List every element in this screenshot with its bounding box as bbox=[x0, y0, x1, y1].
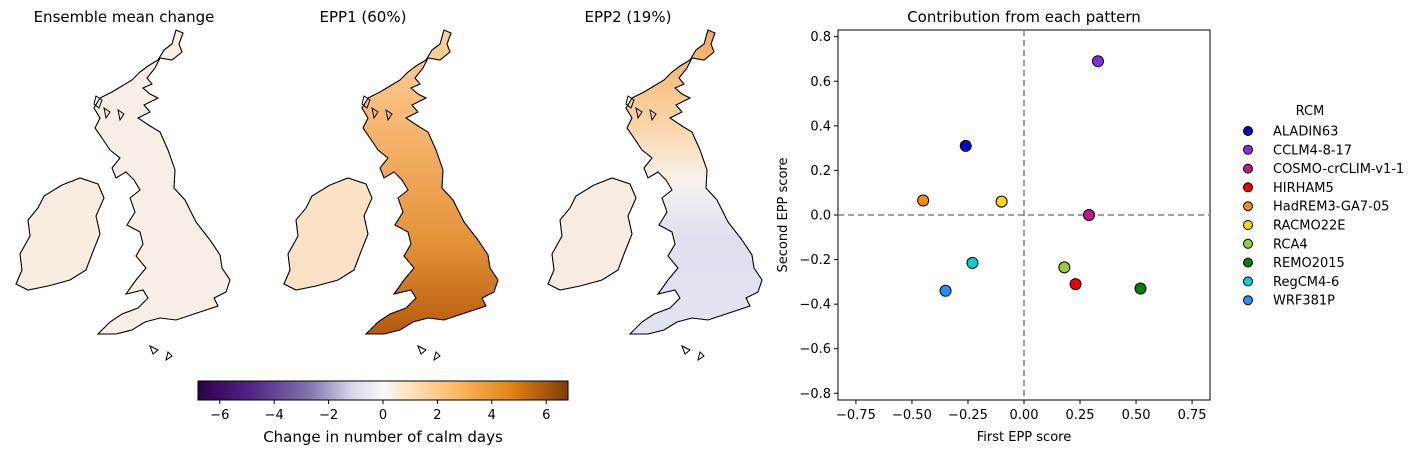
colorbar-ticks: −6 −4 −2 0 2 4 6 bbox=[210, 400, 550, 423]
colorbar-tick-label: 0 bbox=[379, 408, 387, 423]
reference-lines bbox=[838, 30, 1210, 400]
map-ensemble-mean bbox=[15, 29, 231, 362]
colorbar-tick-label: 6 bbox=[542, 408, 550, 423]
point-cosmo-crclim-v1-1 bbox=[1082, 209, 1095, 221]
colorbar-tick-label: 4 bbox=[488, 408, 496, 423]
points bbox=[917, 55, 1147, 297]
map1-title: Ensemble mean change bbox=[33, 8, 215, 26]
colorbar-tick-label: −6 bbox=[210, 408, 229, 423]
colorbar-tick-label: −4 bbox=[265, 408, 284, 423]
y-tick-label: 0.8 bbox=[810, 30, 831, 45]
point-regcm4-6 bbox=[966, 256, 979, 269]
x-tick-label: 0.75 bbox=[1178, 408, 1207, 423]
map2-title: EPP1 (60%) bbox=[319, 8, 407, 26]
legend-marker bbox=[1243, 201, 1253, 212]
legend-entry-label: COSMO-crCLIM-v1-1 bbox=[1273, 162, 1404, 177]
legend-entry-label: ALADIN63 bbox=[1273, 125, 1338, 140]
y-tick-label: −0.4 bbox=[799, 298, 831, 313]
colorbar-label: Change in number of calm days bbox=[263, 428, 503, 446]
legend-marker bbox=[1243, 295, 1253, 306]
point-remo2015 bbox=[1134, 282, 1147, 295]
x-tick-label: −0.50 bbox=[892, 408, 932, 423]
point-hadrem3-ga7-05 bbox=[917, 194, 930, 207]
legend-marker bbox=[1243, 257, 1253, 268]
x-tick-label: 0.00 bbox=[1010, 408, 1039, 423]
point-wrf381p bbox=[939, 284, 952, 297]
legend-marker bbox=[1243, 126, 1253, 136]
point-aladin63 bbox=[959, 139, 972, 152]
map-epp2 bbox=[547, 29, 763, 362]
x-ticks: −0.75 −0.50 −0.25 0.00 0.25 0.50 0.75 bbox=[836, 400, 1207, 423]
x-axis-label: First EPP score bbox=[977, 430, 1071, 445]
islands bbox=[625, 95, 705, 362]
legend-entry-label: RegCM4-6 bbox=[1273, 275, 1339, 290]
point-rca4 bbox=[1058, 261, 1071, 274]
scatter-title: Contribution from each pattern bbox=[907, 8, 1141, 26]
legend-marker bbox=[1243, 276, 1253, 287]
colorbar-tick-label: 2 bbox=[433, 408, 441, 423]
legend-title: RCM bbox=[1296, 104, 1325, 119]
y-tick-label: 0.2 bbox=[810, 164, 831, 179]
legend-marker bbox=[1243, 220, 1253, 230]
colorbar-gradient bbox=[197, 380, 569, 401]
legend: RCM ALADIN63 CCLM4-8-17 COSMO-crCLIM-v1-1 H… bbox=[1243, 104, 1404, 309]
islands bbox=[361, 95, 441, 362]
legend-entry-label: REMO2015 bbox=[1273, 256, 1345, 271]
point-cclm4-8-17 bbox=[1091, 55, 1104, 68]
y-tick-label: −0.2 bbox=[799, 253, 831, 268]
legend-entry-label: WRF381P bbox=[1273, 294, 1335, 309]
x-tick-label: −0.75 bbox=[836, 408, 876, 423]
y-tick-label: 0.6 bbox=[810, 75, 831, 90]
y-axis-label: Second EPP score bbox=[776, 158, 791, 273]
point-hirham5 bbox=[1069, 278, 1082, 291]
legend-entry-label: RCA4 bbox=[1273, 237, 1308, 252]
islands bbox=[93, 95, 173, 362]
legend-marker bbox=[1243, 163, 1253, 174]
x-tick-label: 0.25 bbox=[1066, 408, 1095, 423]
colorbar-tick-label: −2 bbox=[319, 408, 338, 423]
legend-entry-label: CCLM4-8-17 bbox=[1273, 143, 1352, 158]
y-tick-label: −0.6 bbox=[799, 342, 831, 357]
y-tick-label: −0.8 bbox=[799, 387, 831, 402]
legend-marker bbox=[1243, 238, 1253, 249]
y-tick-label: 0.4 bbox=[810, 119, 831, 134]
legend-marker bbox=[1243, 144, 1253, 155]
y-tick-label: 0.0 bbox=[810, 209, 831, 224]
map3-title: EPP2 (19%) bbox=[584, 8, 672, 26]
legend-entry-label: HadREM3-GA7-05 bbox=[1273, 200, 1389, 215]
map-epp1 bbox=[283, 29, 499, 362]
colorbar: −6 −4 −2 0 2 4 6 Change in number of calm days bbox=[197, 380, 569, 446]
legend-entry-label: HIRHAM5 bbox=[1273, 181, 1334, 196]
legend-entry-label: RACMO22E bbox=[1273, 219, 1345, 234]
point-racmo22e bbox=[995, 195, 1008, 208]
x-tick-label: −0.25 bbox=[948, 408, 988, 423]
legend-marker bbox=[1243, 182, 1253, 193]
y-ticks: −0.8 −0.6 −0.4 −0.2 0.0 0.2 0.4 0.6 0.8 bbox=[799, 30, 838, 402]
scatter-plot: −0.75 −0.50 −0.25 0.00 0.25 0.50 0.75 −0.8 −0.6… bbox=[776, 29, 1211, 445]
x-tick-label: 0.50 bbox=[1122, 408, 1151, 423]
